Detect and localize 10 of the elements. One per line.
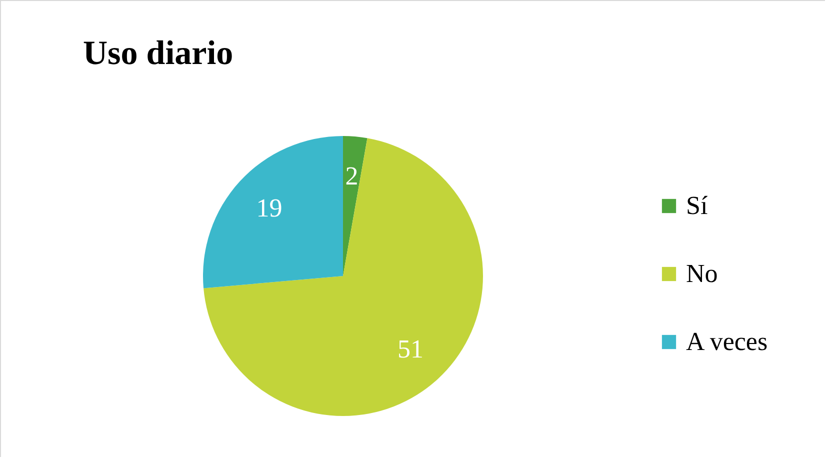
legend-label: Sí <box>686 191 708 220</box>
data-label: 19 <box>256 193 282 222</box>
legend-label: A veces <box>686 327 768 356</box>
data-label: 2 <box>345 161 358 190</box>
data-label: 51 <box>398 334 424 364</box>
pie-slice <box>343 136 368 276</box>
pie-slice <box>203 136 343 288</box>
legend-label: No <box>686 259 718 288</box>
chart-title: Uso diario <box>83 35 234 72</box>
pie-slice <box>204 138 483 416</box>
